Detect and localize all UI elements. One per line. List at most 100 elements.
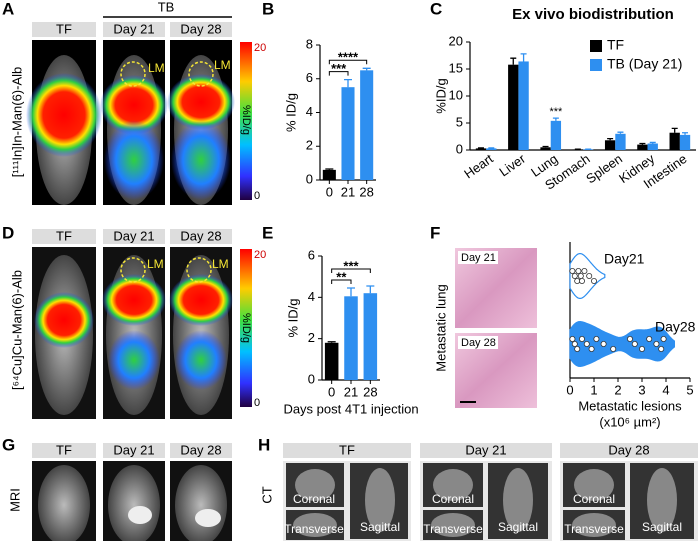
header-box xyxy=(32,443,96,458)
column-header: TF xyxy=(56,228,72,243)
significance-bracket xyxy=(331,279,352,285)
colorbar-label: %ID/g xyxy=(240,105,252,135)
view-label: Sagittal xyxy=(498,520,538,534)
y-tick-label: 6 xyxy=(306,70,313,85)
colorbar-min: 0 xyxy=(254,397,260,409)
bar xyxy=(486,148,497,150)
data-point xyxy=(571,340,578,347)
panel-letter: B xyxy=(262,0,274,18)
error-bar xyxy=(488,147,495,149)
legend-label: TB (Day 21) xyxy=(607,56,682,72)
error-bar xyxy=(607,138,614,141)
y-tick-label: 10 xyxy=(449,87,463,102)
label-bg xyxy=(458,251,498,264)
x-axis-label: Metastatic lesions xyxy=(578,398,682,413)
error-bar xyxy=(617,131,624,134)
bar xyxy=(637,144,648,150)
colorbar-max: 20 xyxy=(254,249,266,261)
row-label: Metastatic lung xyxy=(433,284,448,371)
significance-bracket xyxy=(328,71,349,76)
row-label: [⁶⁴Cu]Cu-Man(6)-Alb xyxy=(9,270,24,390)
row-label: MRI xyxy=(7,488,22,512)
error-bar xyxy=(542,145,549,148)
y-tick-label: 2 xyxy=(306,138,313,153)
data-point xyxy=(583,340,590,347)
bar xyxy=(550,120,562,150)
data-point xyxy=(579,335,586,342)
header-box xyxy=(560,443,698,458)
x-tick-label: Spleen xyxy=(583,151,625,187)
error-bar xyxy=(520,53,527,62)
bar xyxy=(647,143,658,150)
error-bar xyxy=(347,287,355,297)
legend-swatch xyxy=(590,40,602,52)
x-axis-unit: (x10⁶ µm²) xyxy=(599,414,660,429)
x-tick-label: 4 xyxy=(662,382,669,397)
header-box xyxy=(283,443,411,458)
panel-letter: D xyxy=(2,223,14,242)
x-tick-label: 21 xyxy=(344,384,358,399)
data-point xyxy=(658,345,665,352)
header-box xyxy=(103,229,165,244)
bar xyxy=(615,133,626,150)
view-label: Coronal xyxy=(573,492,615,506)
y-tick-label: 0 xyxy=(306,171,313,186)
mri-images xyxy=(32,461,232,541)
row-label: [¹¹¹In]In-Man(6)-Alb xyxy=(9,67,24,178)
header-box xyxy=(170,22,232,37)
violin xyxy=(569,320,675,368)
y-tick-label: 6 xyxy=(308,247,315,262)
column-header: TF xyxy=(56,21,72,36)
spect-images xyxy=(26,40,235,205)
significance-label: *** xyxy=(331,61,347,76)
panel-letter: E xyxy=(262,223,273,242)
column-header: Day 21 xyxy=(113,228,154,243)
error-bar xyxy=(552,117,559,121)
column-header: Day 28 xyxy=(180,228,221,243)
view-label: Coronal xyxy=(432,492,474,506)
y-axis-label: % ID/g xyxy=(285,298,300,337)
bar xyxy=(344,296,358,380)
label-bg xyxy=(458,336,498,349)
pet-images xyxy=(32,247,233,419)
column-header: TF xyxy=(339,442,355,457)
error-bar xyxy=(325,168,334,170)
x-axis-label: Days post 4T1 injection xyxy=(283,401,418,416)
colorbar-max: 20 xyxy=(254,42,266,54)
data-point xyxy=(631,340,638,347)
bar xyxy=(518,61,529,150)
y-tick-label: 8 xyxy=(306,36,313,51)
lm-label: LM xyxy=(214,58,231,72)
significance-bracket xyxy=(331,268,371,274)
column-header: Day 28 xyxy=(180,442,221,457)
bar xyxy=(360,70,374,180)
header-box xyxy=(32,229,96,244)
bar xyxy=(508,64,519,150)
bar xyxy=(324,342,339,380)
y-tick-label: 4 xyxy=(306,104,313,119)
y-tick-label: 20 xyxy=(449,33,463,48)
error-bar xyxy=(639,142,646,145)
panel-a: A TB TF Day 21 Day 28 LM LM 20 0 %ID/g [… xyxy=(2,0,266,205)
header-box xyxy=(32,22,96,37)
bar xyxy=(604,140,616,150)
error-bar xyxy=(477,147,484,149)
x-tick-label: 0 xyxy=(566,382,573,397)
lm-label: LM xyxy=(147,257,164,271)
data-point xyxy=(610,345,617,352)
view-label: Sagittal xyxy=(642,520,682,534)
data-point xyxy=(646,335,653,342)
column-header: Day 21 xyxy=(465,442,506,457)
panel-letter: H xyxy=(258,435,270,454)
x-tick-label: 0 xyxy=(326,184,333,199)
column-header: Day 21 xyxy=(113,21,154,36)
data-point xyxy=(581,267,588,274)
image-label: Day 21 xyxy=(461,252,496,264)
error-bar xyxy=(362,67,371,71)
view-label: Coronal xyxy=(293,492,335,506)
data-point xyxy=(579,277,586,284)
y-tick-label: 15 xyxy=(449,60,463,75)
x-tick-label: 0 xyxy=(328,384,335,399)
error-bar xyxy=(327,341,336,343)
